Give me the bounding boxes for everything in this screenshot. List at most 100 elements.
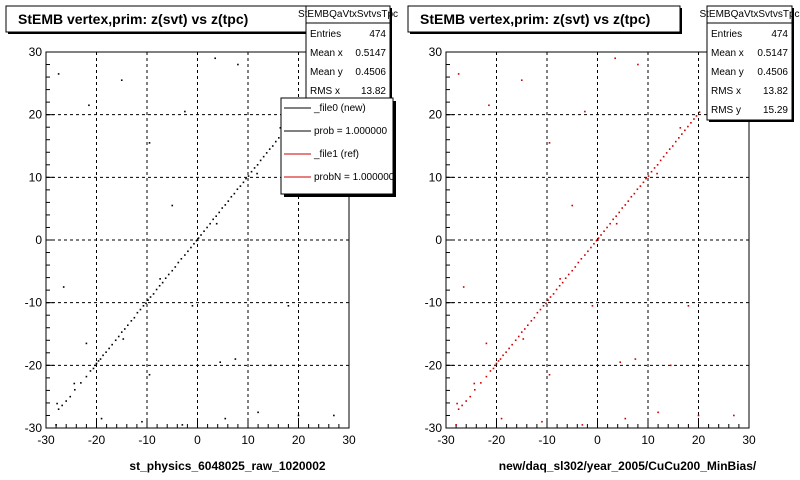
- data-point: [480, 382, 482, 384]
- data-point: [262, 155, 265, 158]
- data-point: [517, 335, 520, 338]
- data-point: [630, 195, 633, 198]
- data-point: [621, 207, 624, 209]
- data-point: [271, 145, 274, 147]
- data-point: [574, 266, 577, 268]
- y-tick-label: -30: [425, 421, 443, 435]
- data-point: [520, 79, 523, 81]
- legend-entry: _file0 (new): [313, 103, 366, 114]
- chart-title: StEMB vertex,prim: z(svt) vs z(tpc): [420, 11, 650, 27]
- data-point: [687, 305, 690, 307]
- chart-1: -30 -20 -10 0 10 20 30 -30 -20 -10 0 10 20 30 st_physi…: [5, 5, 398, 473]
- data-point: [177, 261, 180, 264]
- y-tick-label: -30: [25, 421, 43, 435]
- data-point: [239, 185, 242, 187]
- data-point: [161, 281, 164, 284]
- data-point: [690, 122, 692, 124]
- data-point: [136, 311, 139, 314]
- data-point: [218, 211, 221, 214]
- data-point: [473, 388, 476, 391]
- data-point: [184, 110, 186, 113]
- x-tick-label: -30: [437, 433, 455, 447]
- data-point: [122, 338, 125, 340]
- data-point: [564, 277, 567, 280]
- stats-value: 13.82: [361, 86, 386, 97]
- x-tick-label: -20: [488, 433, 506, 447]
- data-point: [647, 175, 650, 177]
- data-point: [95, 362, 98, 365]
- data-point: [80, 382, 82, 384]
- data-point: [465, 400, 467, 402]
- data-point: [668, 148, 671, 150]
- stats-frame: [305, 5, 391, 105]
- data-point: [65, 400, 67, 402]
- x-tick-label: -10: [138, 433, 156, 447]
- data-point: [624, 204, 627, 206]
- data-point: [587, 250, 589, 253]
- data-point: [197, 237, 200, 239]
- data-point: [155, 288, 158, 291]
- y-tick-label: 10: [429, 170, 443, 184]
- data-point: [542, 305, 545, 307]
- data-point: [505, 351, 507, 353]
- stats-value: 0.5147: [757, 48, 788, 59]
- data-point: [561, 281, 564, 284]
- y-tick-label: -10: [425, 296, 443, 310]
- data-point: [492, 367, 495, 370]
- data-point: [88, 104, 90, 107]
- data-point: [257, 411, 259, 414]
- x-tick-label: 0: [194, 433, 201, 447]
- data-point: [102, 354, 104, 357]
- data-point: [606, 226, 608, 229]
- data-point: [234, 358, 237, 360]
- data-point: [117, 335, 120, 338]
- data-point: [149, 296, 152, 298]
- data-point: [120, 79, 123, 81]
- data-point: [681, 133, 683, 135]
- stats-label: Entries: [310, 29, 341, 40]
- x-tick-label: 20: [692, 433, 706, 447]
- data-point: [597, 237, 600, 239]
- data-point: [657, 411, 659, 414]
- data-point: [547, 299, 549, 301]
- data-point: [469, 395, 472, 398]
- data-point: [123, 328, 126, 330]
- data-point: [203, 230, 205, 233]
- data-point: [111, 343, 113, 346]
- data-point: [147, 299, 149, 301]
- y-tick-label: 0: [435, 233, 442, 247]
- data-point: [595, 239, 598, 242]
- data-point: [230, 195, 233, 198]
- data-point: [269, 364, 272, 367]
- data-point: [69, 395, 72, 398]
- chart-title-box: StEMB vertex,prim: z(svt) vs z(tpc): [407, 5, 682, 34]
- data-point: [499, 358, 502, 360]
- data-point: [580, 258, 583, 260]
- data-point: [224, 417, 227, 420]
- y-tick-label: 0: [35, 233, 42, 247]
- data-point: [619, 361, 622, 363]
- x-axis-label: st_physics_6048025_raw_1020002: [129, 459, 325, 473]
- data-point: [133, 316, 136, 319]
- data-point: [571, 269, 574, 272]
- data-point: [85, 342, 88, 345]
- data-point: [665, 152, 668, 154]
- data-point: [523, 328, 526, 330]
- stats-value: 0.5147: [355, 48, 386, 59]
- axis-ticks: -30 -20 -10 0 10 20 30 -30 -20 -10 0 10 20 30: [425, 45, 756, 447]
- data-point: [679, 127, 682, 129]
- data-point: [73, 382, 76, 385]
- data-point: [224, 204, 227, 206]
- x-tick-label: 0: [594, 433, 601, 447]
- scatter-points: [55, 57, 335, 426]
- data-point: [274, 140, 277, 143]
- stats-value: 13.82: [763, 86, 788, 97]
- data-point: [253, 167, 256, 169]
- stats-frame: [706, 5, 793, 121]
- data-point: [191, 305, 194, 307]
- data-point: [259, 159, 262, 162]
- data-point: [457, 73, 460, 75]
- data-point: [615, 215, 617, 217]
- data-point: [85, 375, 88, 378]
- data-point: [145, 302, 147, 305]
